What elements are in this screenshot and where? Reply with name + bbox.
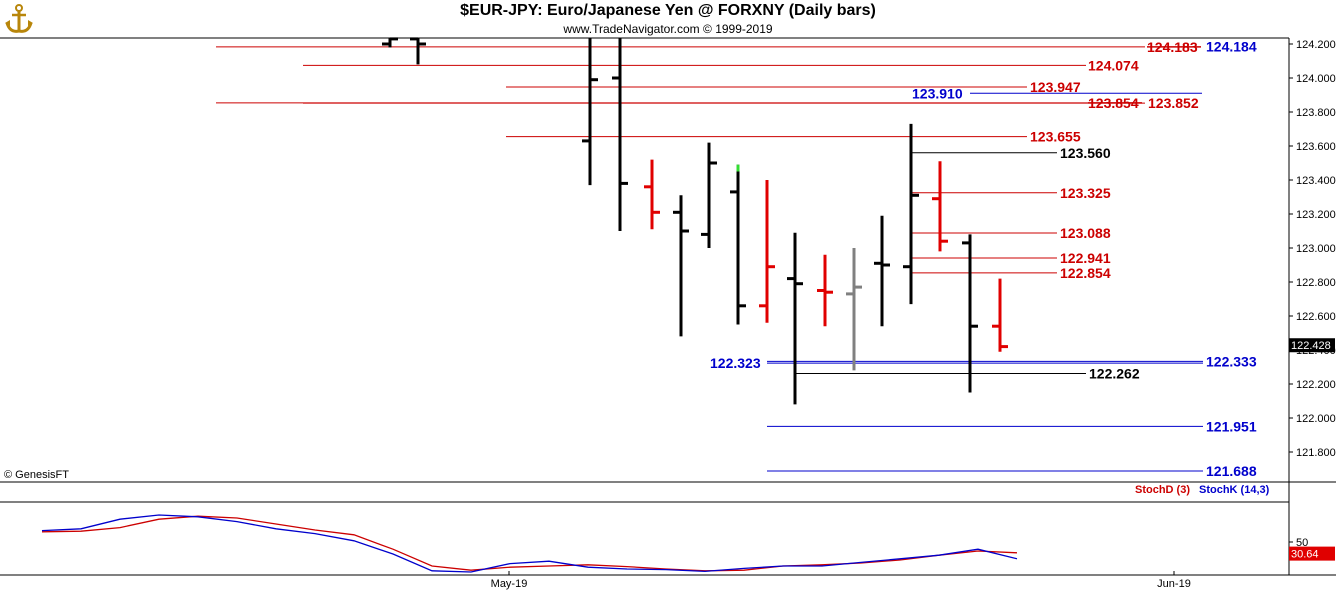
ohlc-bar (962, 234, 978, 393)
ohlc-bar (874, 215, 890, 327)
y-tick-label: 123.600 (1296, 141, 1336, 153)
level-label: 123.560 (1060, 145, 1111, 161)
ohlc-bar (582, 38, 598, 186)
ohlc-bar (612, 38, 628, 231)
y-tick-label: 123.200 (1296, 209, 1336, 221)
ohlc-bar (787, 232, 803, 405)
stoch-last-label: 30.64 (1291, 549, 1319, 561)
ohlc-bar (382, 37, 398, 48)
last-price-label: 122.428 (1291, 340, 1331, 352)
stoch-tick-label: 50 (1296, 537, 1308, 549)
chart-title: $EUR-JPY: Euro/Japanese Yen @ FORXNY (Da… (460, 2, 876, 19)
level-label: 122.333 (1206, 353, 1257, 369)
ohlc-bar (817, 254, 833, 327)
ohlc-bar (846, 248, 862, 371)
level-label: 123.947 (1030, 79, 1081, 95)
level-label: 121.951 (1206, 418, 1257, 434)
stochd-legend: StochD (3) (1135, 484, 1190, 496)
level-label: 123.910 (912, 85, 963, 101)
level-label: 122.854 (1060, 265, 1111, 281)
x-tick-label: Jun-19 (1157, 578, 1191, 590)
level-label: 122.262 (1089, 365, 1140, 381)
y-tick-label: 123.400 (1296, 175, 1336, 187)
ohlc-bar (410, 37, 426, 65)
y-tick-label: 122.800 (1296, 277, 1336, 289)
stochk-line (41, 514, 1018, 573)
y-tick-label: 124.000 (1296, 73, 1336, 85)
level-label: 123.325 (1060, 185, 1111, 201)
y-tick-label: 123.800 (1296, 107, 1336, 119)
y-tick-label: 124.200 (1296, 39, 1336, 51)
y-tick-label: 121.800 (1296, 447, 1336, 459)
level-label: 124.074 (1088, 57, 1139, 73)
stochk-legend: StochK (14,3) (1199, 484, 1270, 496)
chart-subtitle: www.TradeNavigator.com © 1999-2019 (563, 22, 773, 36)
ohlc-bar (644, 159, 660, 230)
level-label: 122.941 (1060, 250, 1111, 266)
ohlc-bar (903, 123, 919, 305)
level-label: 122.323 (710, 355, 761, 371)
y-tick-label: 123.000 (1296, 243, 1336, 255)
y-tick-label: 122.000 (1296, 413, 1336, 425)
level-label: 123.852 (1148, 95, 1199, 111)
level-label: 123.655 (1030, 129, 1081, 145)
y-tick-label: 122.200 (1296, 379, 1336, 391)
level-label: 121.688 (1206, 463, 1257, 479)
x-tick-label: May-19 (491, 578, 528, 590)
ohlc-bar (730, 164, 746, 325)
anchor-logo-icon (4, 3, 34, 35)
ohlc-bar (673, 195, 689, 337)
ohlc-bar (992, 278, 1008, 352)
level-label: 124.184 (1206, 39, 1257, 55)
ohlc-bar (759, 180, 775, 323)
last-price-box (1289, 338, 1335, 353)
chart-header: $EUR-JPY: Euro/Japanese Yen @ FORXNY (Da… (0, 0, 1336, 38)
ohlc-bar (932, 161, 948, 252)
level-label: 123.088 (1060, 225, 1111, 241)
y-tick-label: 122.600 (1296, 311, 1336, 323)
stoch-last-box (1289, 546, 1335, 561)
copyright-label: © GenesisFT (4, 469, 69, 481)
ohlc-bar (701, 142, 717, 248)
